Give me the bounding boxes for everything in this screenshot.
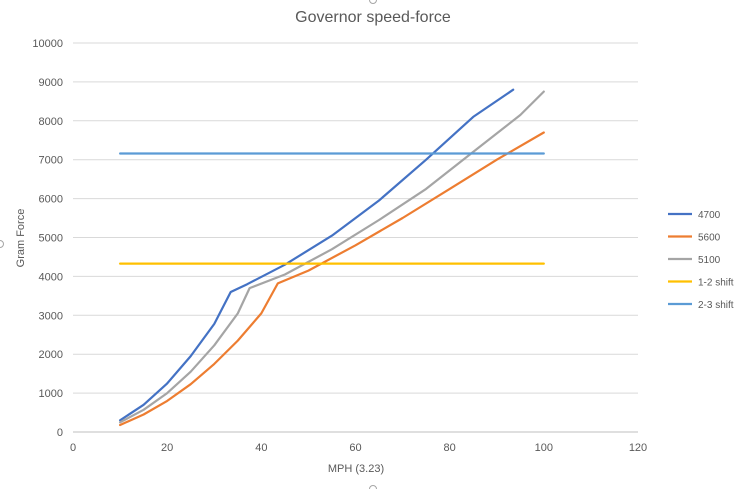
series-lines	[118, 88, 545, 427]
legend-label: 5600	[698, 233, 721, 244]
y-tick-label: 8000	[39, 116, 63, 128]
resize-handle-bottom[interactable]	[369, 485, 377, 493]
series-line-2	[118, 131, 545, 427]
legend-label: 5100	[698, 255, 721, 266]
y-tick-label: 2000	[39, 349, 63, 361]
y-tick-label: 7000	[39, 155, 63, 167]
chart-title: Governor speed-force	[295, 9, 451, 26]
x-tick-label: 60	[349, 442, 361, 454]
series-line-3	[118, 90, 545, 424]
y-tick-label: 5000	[39, 233, 63, 245]
y-tick-label: 1000	[39, 388, 63, 400]
legend-label: 2-3 shift	[698, 300, 734, 311]
y-tick-label: 10000	[32, 38, 63, 50]
legend-label: 4700	[698, 210, 721, 221]
x-tick-label: 120	[629, 442, 647, 454]
axes: 0100020003000400050006000700080009000100…	[32, 38, 647, 454]
y-tick-label: 6000	[39, 194, 63, 206]
resize-handle-left[interactable]	[0, 240, 4, 248]
y-tick-label: 4000	[39, 271, 63, 283]
gridlines	[73, 42, 638, 394]
x-tick-label: 20	[161, 442, 173, 454]
x-tick-label: 40	[255, 442, 267, 454]
y-tick-label: 3000	[39, 310, 63, 322]
legend-label: 1-2 shift	[698, 278, 734, 289]
resize-handle-top[interactable]	[369, 0, 377, 4]
x-tick-label: 80	[444, 442, 456, 454]
x-tick-label: 100	[535, 442, 553, 454]
y-tick-label: 0	[57, 427, 63, 439]
x-tick-label: 0	[70, 442, 76, 454]
y-axis-title: Gram Force	[15, 209, 27, 268]
series-line-1	[118, 88, 515, 422]
x-axis-title: MPH (3.23)	[328, 463, 384, 475]
y-tick-label: 9000	[39, 77, 63, 89]
legend: 4700 5600 5100 1-2 shift 2-3 shift	[668, 210, 734, 311]
